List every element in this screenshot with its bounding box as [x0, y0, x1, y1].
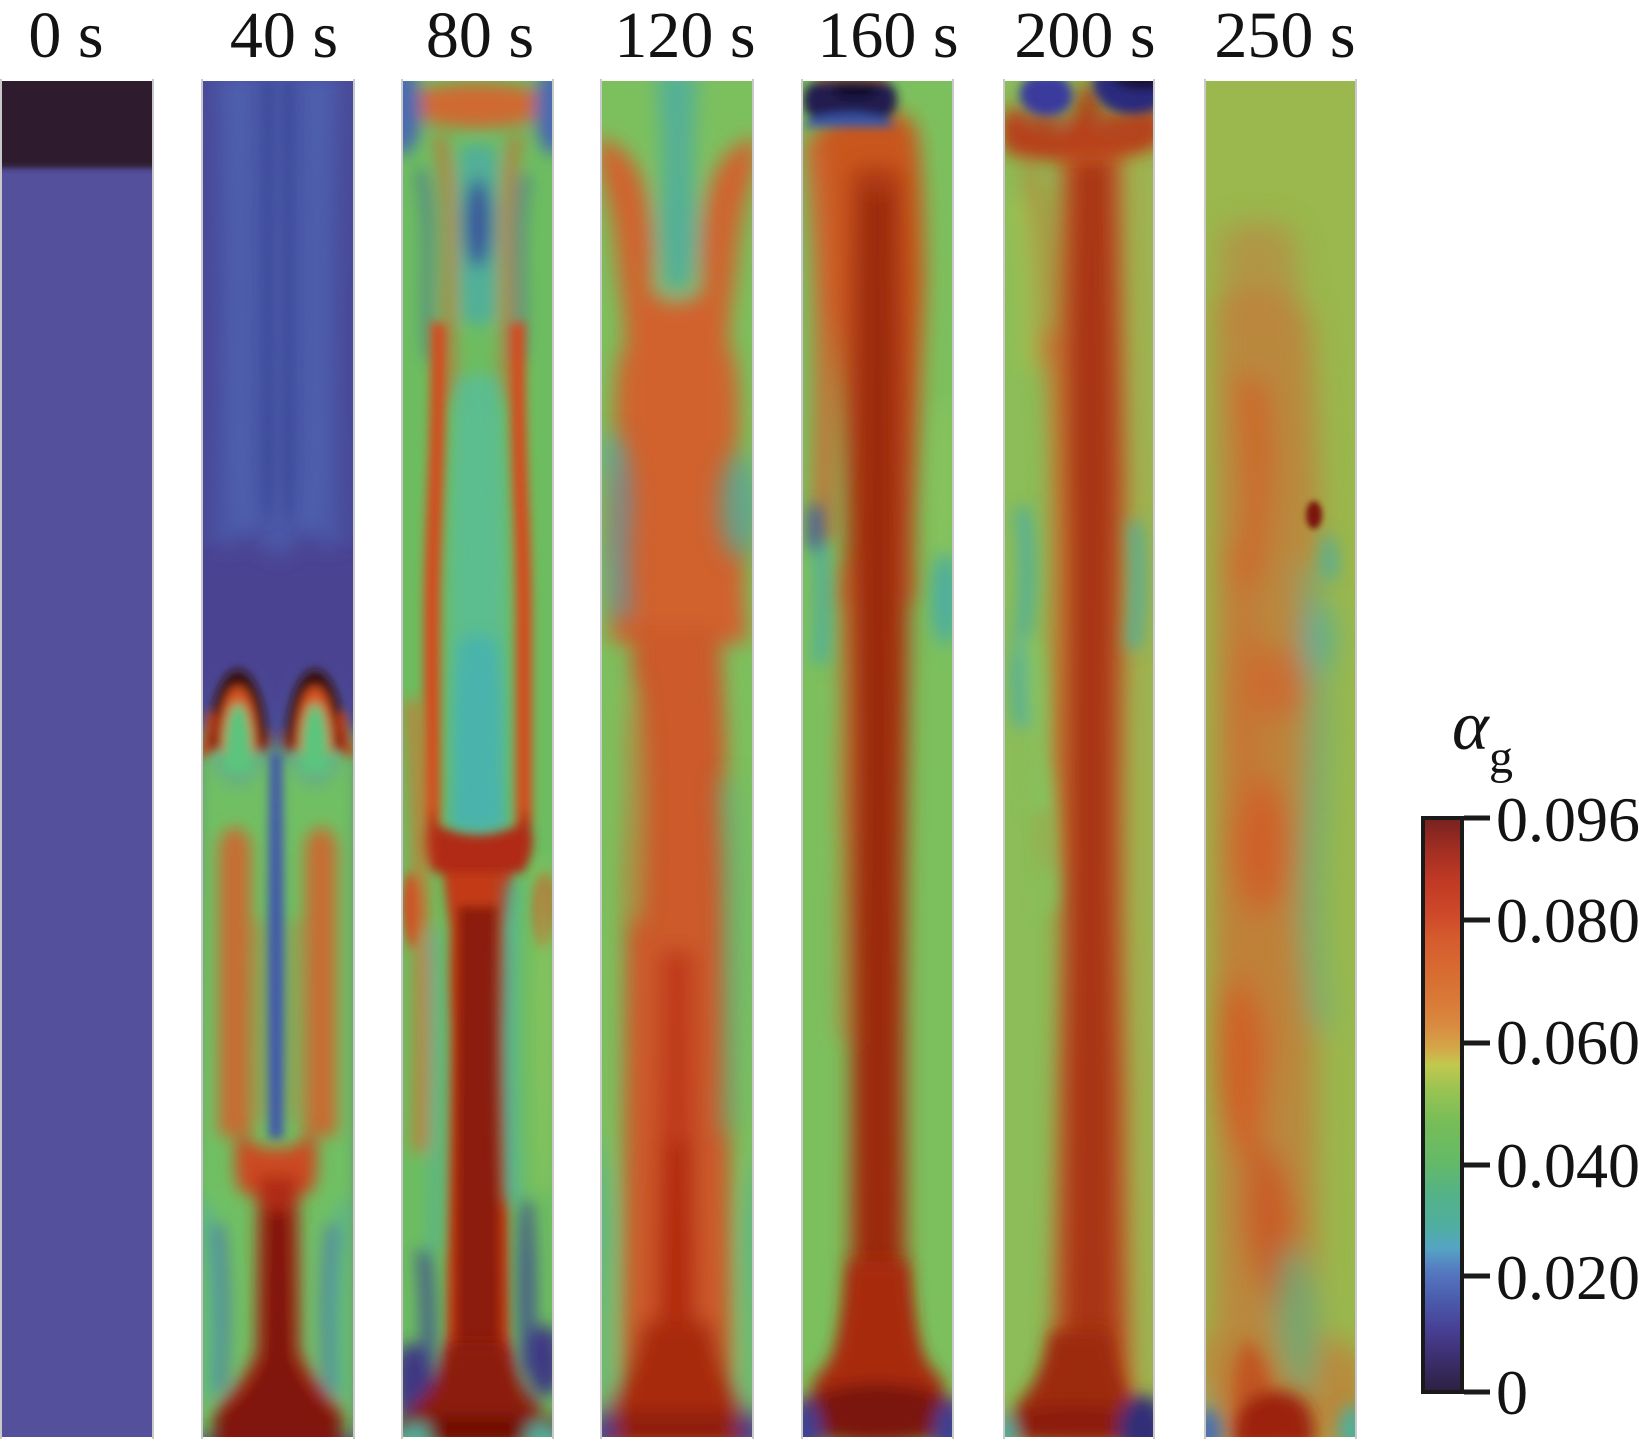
- svg-text:80 s: 80 s: [426, 0, 534, 72]
- svg-text:40 s: 40 s: [230, 0, 338, 72]
- svg-text:160 s: 160 s: [817, 0, 958, 72]
- svg-text:0.096: 0.096: [1496, 784, 1639, 855]
- svg-text:250 s: 250 s: [1214, 0, 1355, 72]
- svg-text:0.060: 0.060: [1496, 1007, 1639, 1078]
- svg-text:α: α: [1452, 688, 1490, 765]
- svg-text:0: 0: [1496, 1357, 1528, 1428]
- svg-text:0 s: 0 s: [28, 0, 103, 72]
- svg-text:200 s: 200 s: [1014, 0, 1155, 72]
- svg-text:0.020: 0.020: [1496, 1242, 1639, 1313]
- svg-text:120 s: 120 s: [614, 0, 755, 72]
- svg-text:0.080: 0.080: [1496, 885, 1639, 956]
- svg-text:0.040: 0.040: [1496, 1130, 1639, 1201]
- svg-text:g: g: [1489, 731, 1513, 784]
